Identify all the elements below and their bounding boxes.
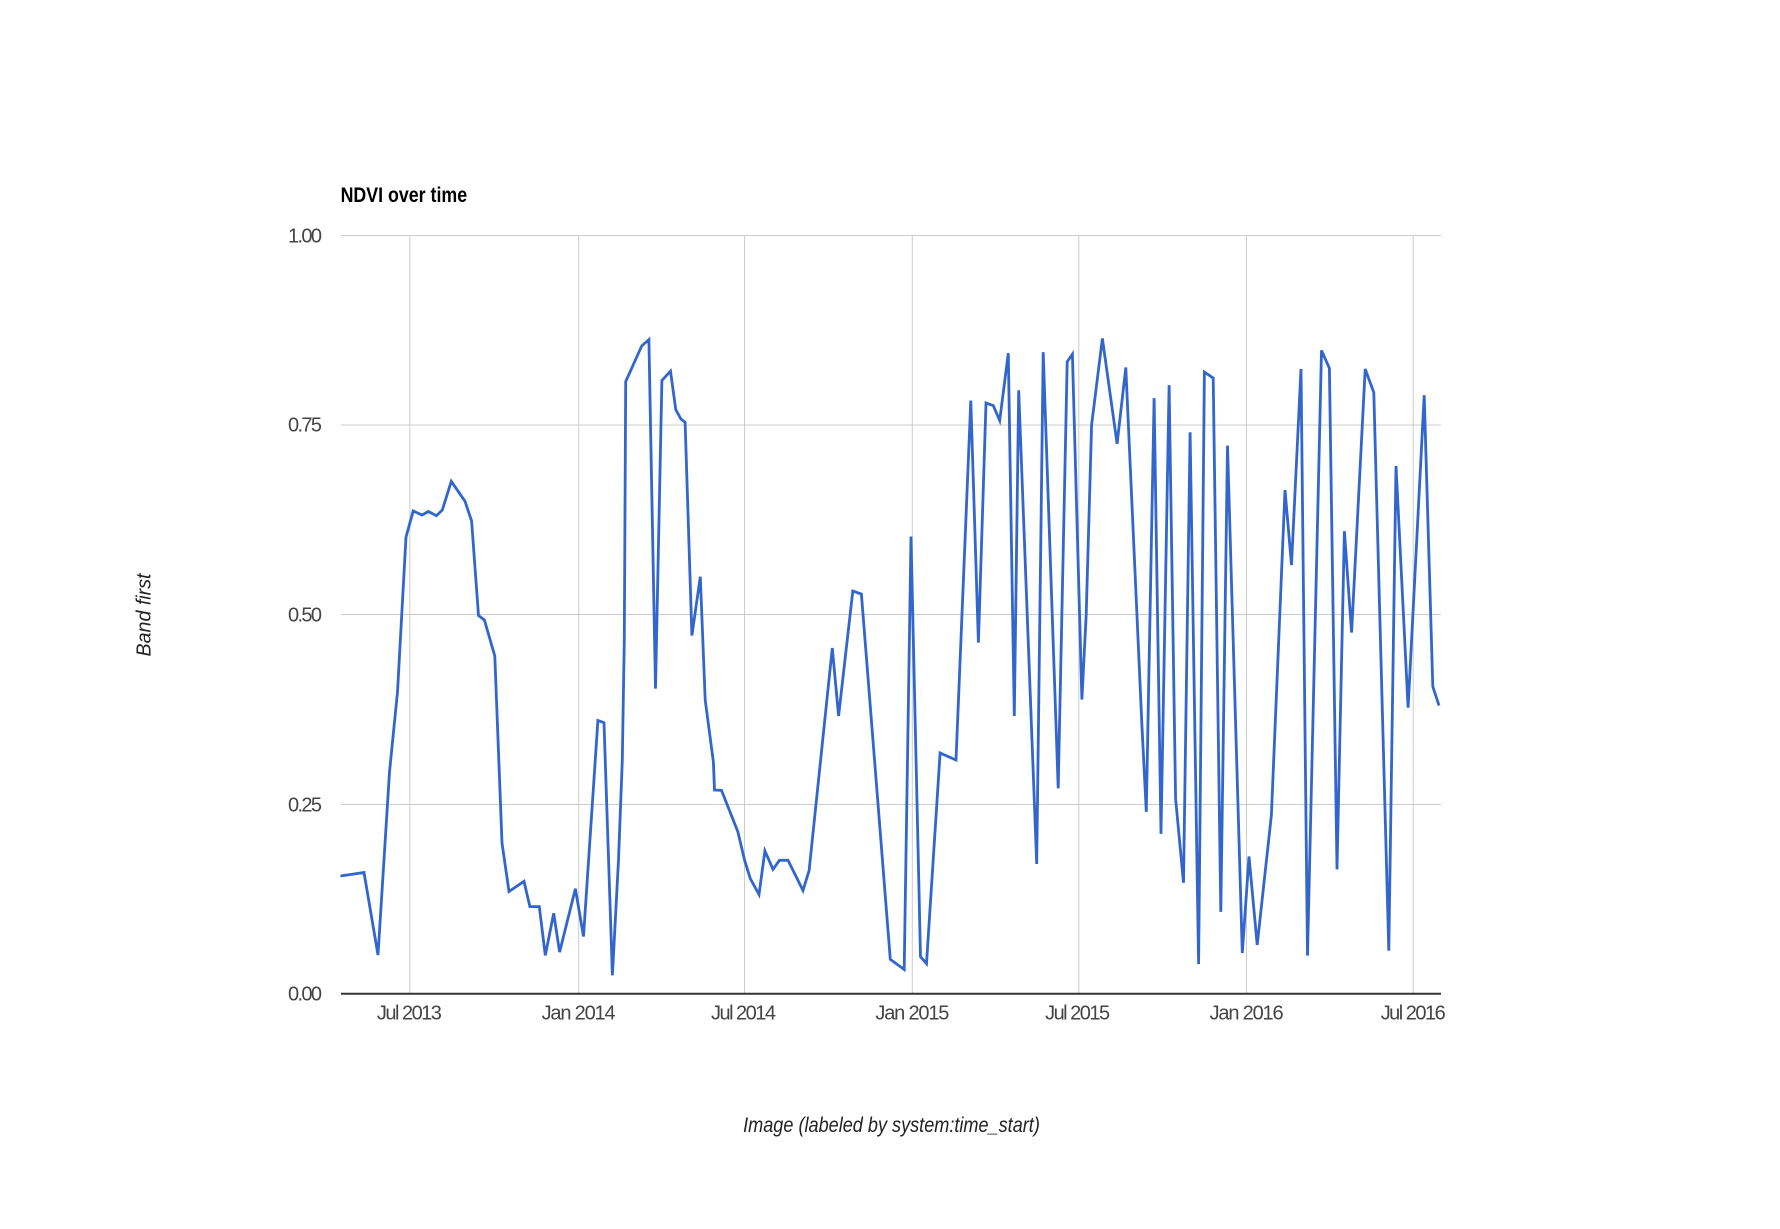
- svg-text:Band first: Band first: [134, 572, 156, 656]
- svg-text:Jul 2013: Jul 2013: [377, 1003, 442, 1025]
- svg-text:0.50: 0.50: [288, 605, 322, 627]
- svg-text:Image (labeled by system:time_: Image (labeled by system:time_start): [743, 1114, 1040, 1137]
- svg-text:Jul 2016: Jul 2016: [1381, 1003, 1446, 1025]
- svg-text:NDVI over time: NDVI over time: [341, 184, 468, 207]
- svg-text:Jul 2014: Jul 2014: [711, 1003, 776, 1025]
- svg-text:0.25: 0.25: [288, 794, 322, 816]
- svg-text:Jul 2015: Jul 2015: [1045, 1003, 1110, 1025]
- svg-text:0.00: 0.00: [288, 984, 322, 1006]
- svg-text:1.00: 1.00: [288, 226, 322, 248]
- svg-text:Jan 2015: Jan 2015: [875, 1003, 949, 1025]
- svg-text:Jan 2016: Jan 2016: [1210, 1003, 1284, 1025]
- svg-text:Jan 2014: Jan 2014: [542, 1003, 616, 1025]
- svg-text:0.75: 0.75: [288, 415, 322, 437]
